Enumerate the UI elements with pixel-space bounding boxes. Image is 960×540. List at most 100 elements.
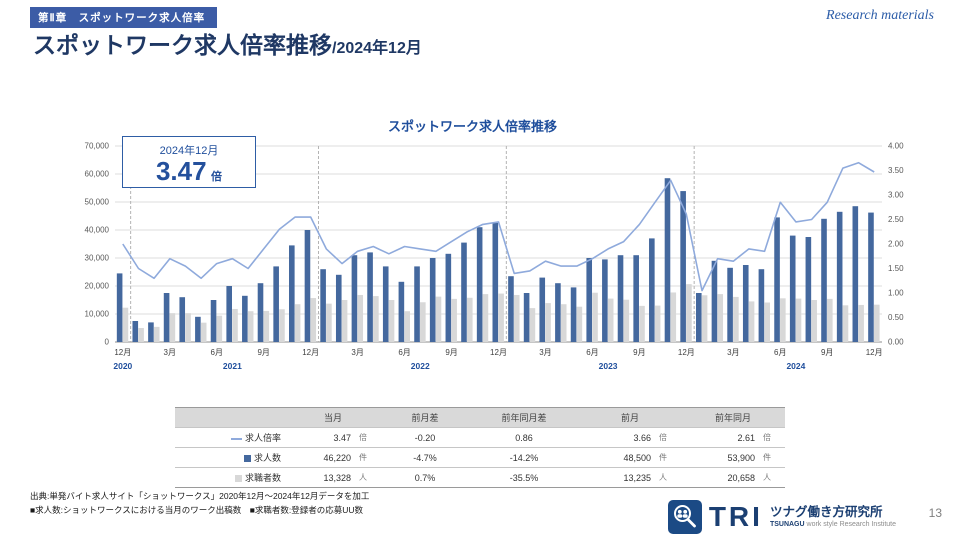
svg-text:0: 0 [105,338,110,347]
svg-text:30,000: 30,000 [85,254,110,263]
svg-text:6月: 6月 [774,348,786,357]
svg-text:0.00: 0.00 [888,338,904,347]
svg-text:2021: 2021 [223,361,242,371]
table-row-seekers: 求職者数 13,328 人 0.7% -35.5% 13,235 人 20,65… [175,467,785,488]
logo-tri-text: TRI [708,501,763,532]
table-unit: 人 [355,467,381,488]
svg-text:2.50: 2.50 [888,215,904,224]
callout-value: 3.47 [155,156,207,186]
svg-text:12月: 12月 [866,348,883,357]
col-header-current: 当月 [285,407,381,428]
svg-text:2023: 2023 [599,361,618,371]
svg-text:70,000: 70,000 [85,142,110,151]
source-line-2: ■求人数:ショットワークスにおける当月のワーク出稿数 ■求職者数:登録者の応募U… [30,504,364,515]
col-header-mom-diff: 前月差 [381,407,469,428]
svg-text:40,000: 40,000 [85,226,110,235]
table-unit: 件 [355,447,381,468]
svg-text:60,000: 60,000 [85,170,110,179]
logo-name-en: TSUNAGU work style Research Institute [769,520,896,528]
summary-table-wrap: 当月 前月差 前年同月差 前月 前年同月 求人倍率 3.47 倍 -0.20 0… [175,407,787,488]
svg-text:0.50: 0.50 [888,313,904,322]
table-value: 48,500 [579,447,655,468]
svg-text:3.00: 3.00 [888,191,904,200]
svg-text:9月: 9月 [445,348,457,357]
ratio-trend-chart: スポットワーク求人倍率推移 0 10,000 20,000 30,000 40,000 5… [60,116,945,408]
col-header-yoy-diff: 前年同月差 [469,407,579,428]
callout-unit: 倍 [211,171,223,183]
table-value: 53,900 [681,447,759,468]
table-unit: 倍 [759,427,785,448]
table-value: 20,658 [681,467,759,488]
svg-text:12月: 12月 [678,348,695,357]
table-unit: 人 [655,467,681,488]
logo-name-jp: ツナグ働き方研究所 [769,504,883,519]
source-note: 出典:単発バイト求人サイト「ショットワークス」2020年12月〜2024年12月… [30,490,369,517]
research-materials-label: Research materials [826,8,934,23]
svg-text:6月: 6月 [586,348,598,357]
chart-title: スポットワーク求人倍率推移 [387,119,557,134]
table-unit: 件 [759,447,785,468]
svg-text:9月: 9月 [633,348,645,357]
row-label: 求人倍率 [244,433,281,443]
table-unit: 件 [655,447,681,468]
table-value: -35.5% [469,467,579,488]
table-value: 0.7% [381,467,469,488]
svg-text:3.50: 3.50 [888,166,904,175]
table-value: 3.47 [285,427,355,448]
table-value: 0.86 [469,427,579,448]
svg-text:12月: 12月 [114,348,131,357]
row-label: 求人数 [253,453,281,463]
table-value: -14.2% [469,447,579,468]
table-unit: 倍 [355,427,381,448]
page-title: スポットワーク求人倍率推移/2024年12月 [33,26,422,60]
svg-text:1.00: 1.00 [888,289,904,298]
tsunagu-logo-icon [667,500,702,534]
svg-text:2022: 2022 [411,361,430,371]
table-unit: 倍 [655,427,681,448]
page-title-main: スポットワーク求人倍率推移 [33,32,332,58]
svg-text:2.00: 2.00 [888,240,904,249]
jobs-bar-icon [243,455,251,463]
table-value: -0.20 [381,427,469,448]
svg-text:12月: 12月 [490,348,507,357]
svg-text:3月: 3月 [164,348,176,357]
table-row-jobs: 求人数 46,220 件 -4.7% -14.2% 48,500 件 53,90… [175,447,785,468]
col-header-prev-year: 前年同月 [681,407,785,428]
table-value: 2.61 [681,427,759,448]
highlight-callout: 2024年12月 3.47 倍 [122,136,256,188]
table-value: 46,220 [285,447,355,468]
header-empty [175,407,285,428]
callout-period: 2024年12月 [159,145,219,157]
page-number: 13 [928,506,942,520]
svg-text:9月: 9月 [821,348,833,357]
tsunagu-logo: TRI ツナグ働き方研究所 TSUNAGU work style Researc… [667,500,896,534]
table-unit: 人 [759,467,785,488]
seekers-bar-icon [234,475,242,483]
table-value: 3.66 [579,427,655,448]
svg-text:3月: 3月 [351,348,363,357]
summary-table: 当月 前月差 前年同月差 前月 前年同月 求人倍率 3.47 倍 -0.20 0… [175,407,785,488]
svg-text:1.50: 1.50 [888,264,904,273]
row-label: 求職者数 [244,473,281,483]
svg-text:3月: 3月 [539,348,551,357]
col-header-prev-month: 前月 [579,407,681,428]
table-header-row: 当月 前月差 前年同月差 前月 前年同月 [175,407,785,428]
svg-text:6月: 6月 [398,348,410,357]
svg-text:6月: 6月 [211,348,223,357]
svg-text:10,000: 10,000 [85,310,110,319]
table-row-ratio: 求人倍率 3.47 倍 -0.20 0.86 3.66 倍 2.61 倍 [175,427,785,448]
svg-text:2024: 2024 [786,361,805,371]
svg-text:2020: 2020 [113,361,132,371]
table-value: 13,328 [285,467,355,488]
svg-text:4.00: 4.00 [888,142,904,151]
table-value: -4.7% [381,447,469,468]
chapter-badge: 第Ⅱ章 スポットワーク求人倍率 [30,7,218,28]
svg-text:3月: 3月 [727,348,739,357]
ratio-line-icon [230,437,242,440]
svg-text:50,000: 50,000 [85,198,110,207]
page-title-suffix: /2024年12月 [332,40,422,57]
svg-text:9月: 9月 [257,348,269,357]
source-line-1: 出典:単発バイト求人サイト「ショットワークス」2020年12月〜2024年12月… [30,491,370,501]
svg-text:12月: 12月 [302,348,319,357]
